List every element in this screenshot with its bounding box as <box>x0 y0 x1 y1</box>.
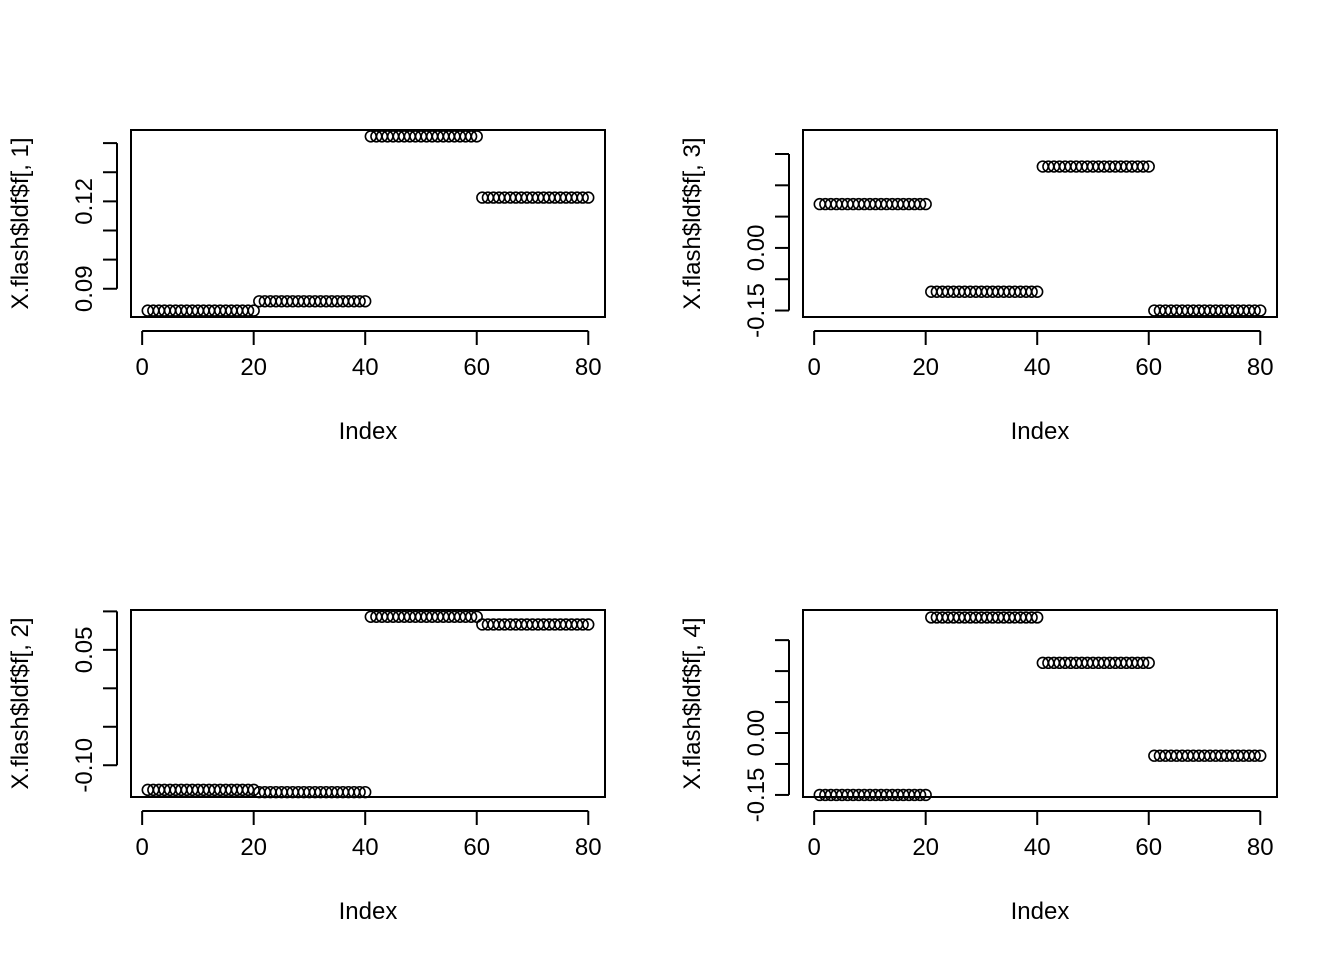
data-point <box>919 197 932 211</box>
x-tick-label: 80 <box>575 834 602 861</box>
data-point <box>353 295 366 308</box>
data-point <box>359 785 372 799</box>
data-point <box>1142 656 1155 670</box>
x-tick-label: 0 <box>807 354 820 381</box>
x-tick-label: 0 <box>807 834 820 861</box>
y-axis-title: X.flash$ldf$f[, 1] <box>7 137 34 309</box>
x-tick-label: 20 <box>912 354 939 381</box>
x-axis-title: Index <box>339 898 398 925</box>
data-point <box>1254 304 1267 317</box>
data-point <box>1254 749 1267 762</box>
x-tick-label: 0 <box>135 834 148 861</box>
x-tick-label: 40 <box>352 354 379 381</box>
plot-frame <box>802 609 1278 798</box>
data-point <box>582 618 595 631</box>
y-axis-title: X.flash$ldf$f[, 2] <box>7 617 34 789</box>
plot-frame <box>802 129 1278 318</box>
x-tick-label: 20 <box>240 834 267 861</box>
y-tick-label: -0.15 <box>743 768 770 823</box>
x-tick-label: 60 <box>1135 354 1162 381</box>
data-points <box>813 160 1267 317</box>
data-point <box>1142 160 1155 173</box>
y-tick-label: 0.00 <box>743 225 770 272</box>
y-tick-label: 0.09 <box>71 265 98 312</box>
data-points <box>141 610 595 799</box>
y-axis-title: X.flash$ldf$f[, 4] <box>679 617 706 789</box>
data-point <box>1248 304 1261 317</box>
data-point <box>464 130 478 143</box>
data-point <box>913 788 927 802</box>
data-points <box>813 611 1267 802</box>
x-axis-title: Index <box>339 418 398 445</box>
y-tick-label: 0.12 <box>71 178 98 225</box>
chart-panel-3: 0 20 40 60 80 Index -0.10 0.05 X.flash$ldf$f[, 2… <box>7 609 606 925</box>
y-tick-label: 0.05 <box>71 626 98 673</box>
x-axis-title: Index <box>1011 418 1070 445</box>
data-points <box>141 130 595 317</box>
chart-panel-2: 0 20 40 60 80 Index -0.15 0.00 X.flash$ldf$f[, 3… <box>679 129 1278 445</box>
x-tick-label: 40 <box>1024 834 1051 861</box>
data-point <box>1136 160 1150 173</box>
chart-panel-1: 0 20 40 60 80 Index 0.09 0.12 X.flash$ldf$f[, 1] <box>7 129 606 445</box>
data-point <box>464 610 478 623</box>
y-tick-label: -0.15 <box>743 283 770 338</box>
data-point <box>913 197 927 211</box>
data-point <box>576 191 589 204</box>
x-axis-title: Index <box>1011 898 1070 925</box>
x-tick-label: 0 <box>135 354 148 381</box>
x-tick-label: 80 <box>575 354 602 381</box>
x-tick-label: 80 <box>1247 354 1274 381</box>
data-point <box>241 304 255 317</box>
plot-frame <box>130 129 606 318</box>
data-point <box>247 304 260 317</box>
x-tick-label: 20 <box>912 834 939 861</box>
data-point <box>1136 656 1150 670</box>
x-tick-label: 60 <box>1135 834 1162 861</box>
y-tick-label: 0.00 <box>743 710 770 757</box>
plot-frame <box>130 609 606 798</box>
chart-panel-4: 0 20 40 60 80 Index -0.15 0.00 X.flash$ldf$f[, 4… <box>679 609 1278 925</box>
data-point <box>1031 285 1044 298</box>
data-point <box>1025 285 1038 298</box>
data-point <box>353 785 366 799</box>
x-tick-label: 40 <box>352 834 379 861</box>
x-tick-label: 80 <box>1247 834 1274 861</box>
data-point <box>582 191 595 204</box>
x-tick-label: 20 <box>240 354 267 381</box>
data-point <box>1025 611 1038 624</box>
x-tick-label: 60 <box>463 834 490 861</box>
y-axis-title: X.flash$ldf$f[, 3] <box>679 137 706 309</box>
y-tick-label: -0.10 <box>71 738 98 793</box>
data-point <box>576 618 589 631</box>
data-point <box>1031 611 1044 624</box>
x-tick-label: 40 <box>1024 354 1051 381</box>
x-tick-label: 60 <box>463 354 490 381</box>
data-point <box>359 295 372 308</box>
data-point <box>470 130 483 143</box>
data-point <box>1248 749 1261 762</box>
data-point <box>919 788 932 802</box>
